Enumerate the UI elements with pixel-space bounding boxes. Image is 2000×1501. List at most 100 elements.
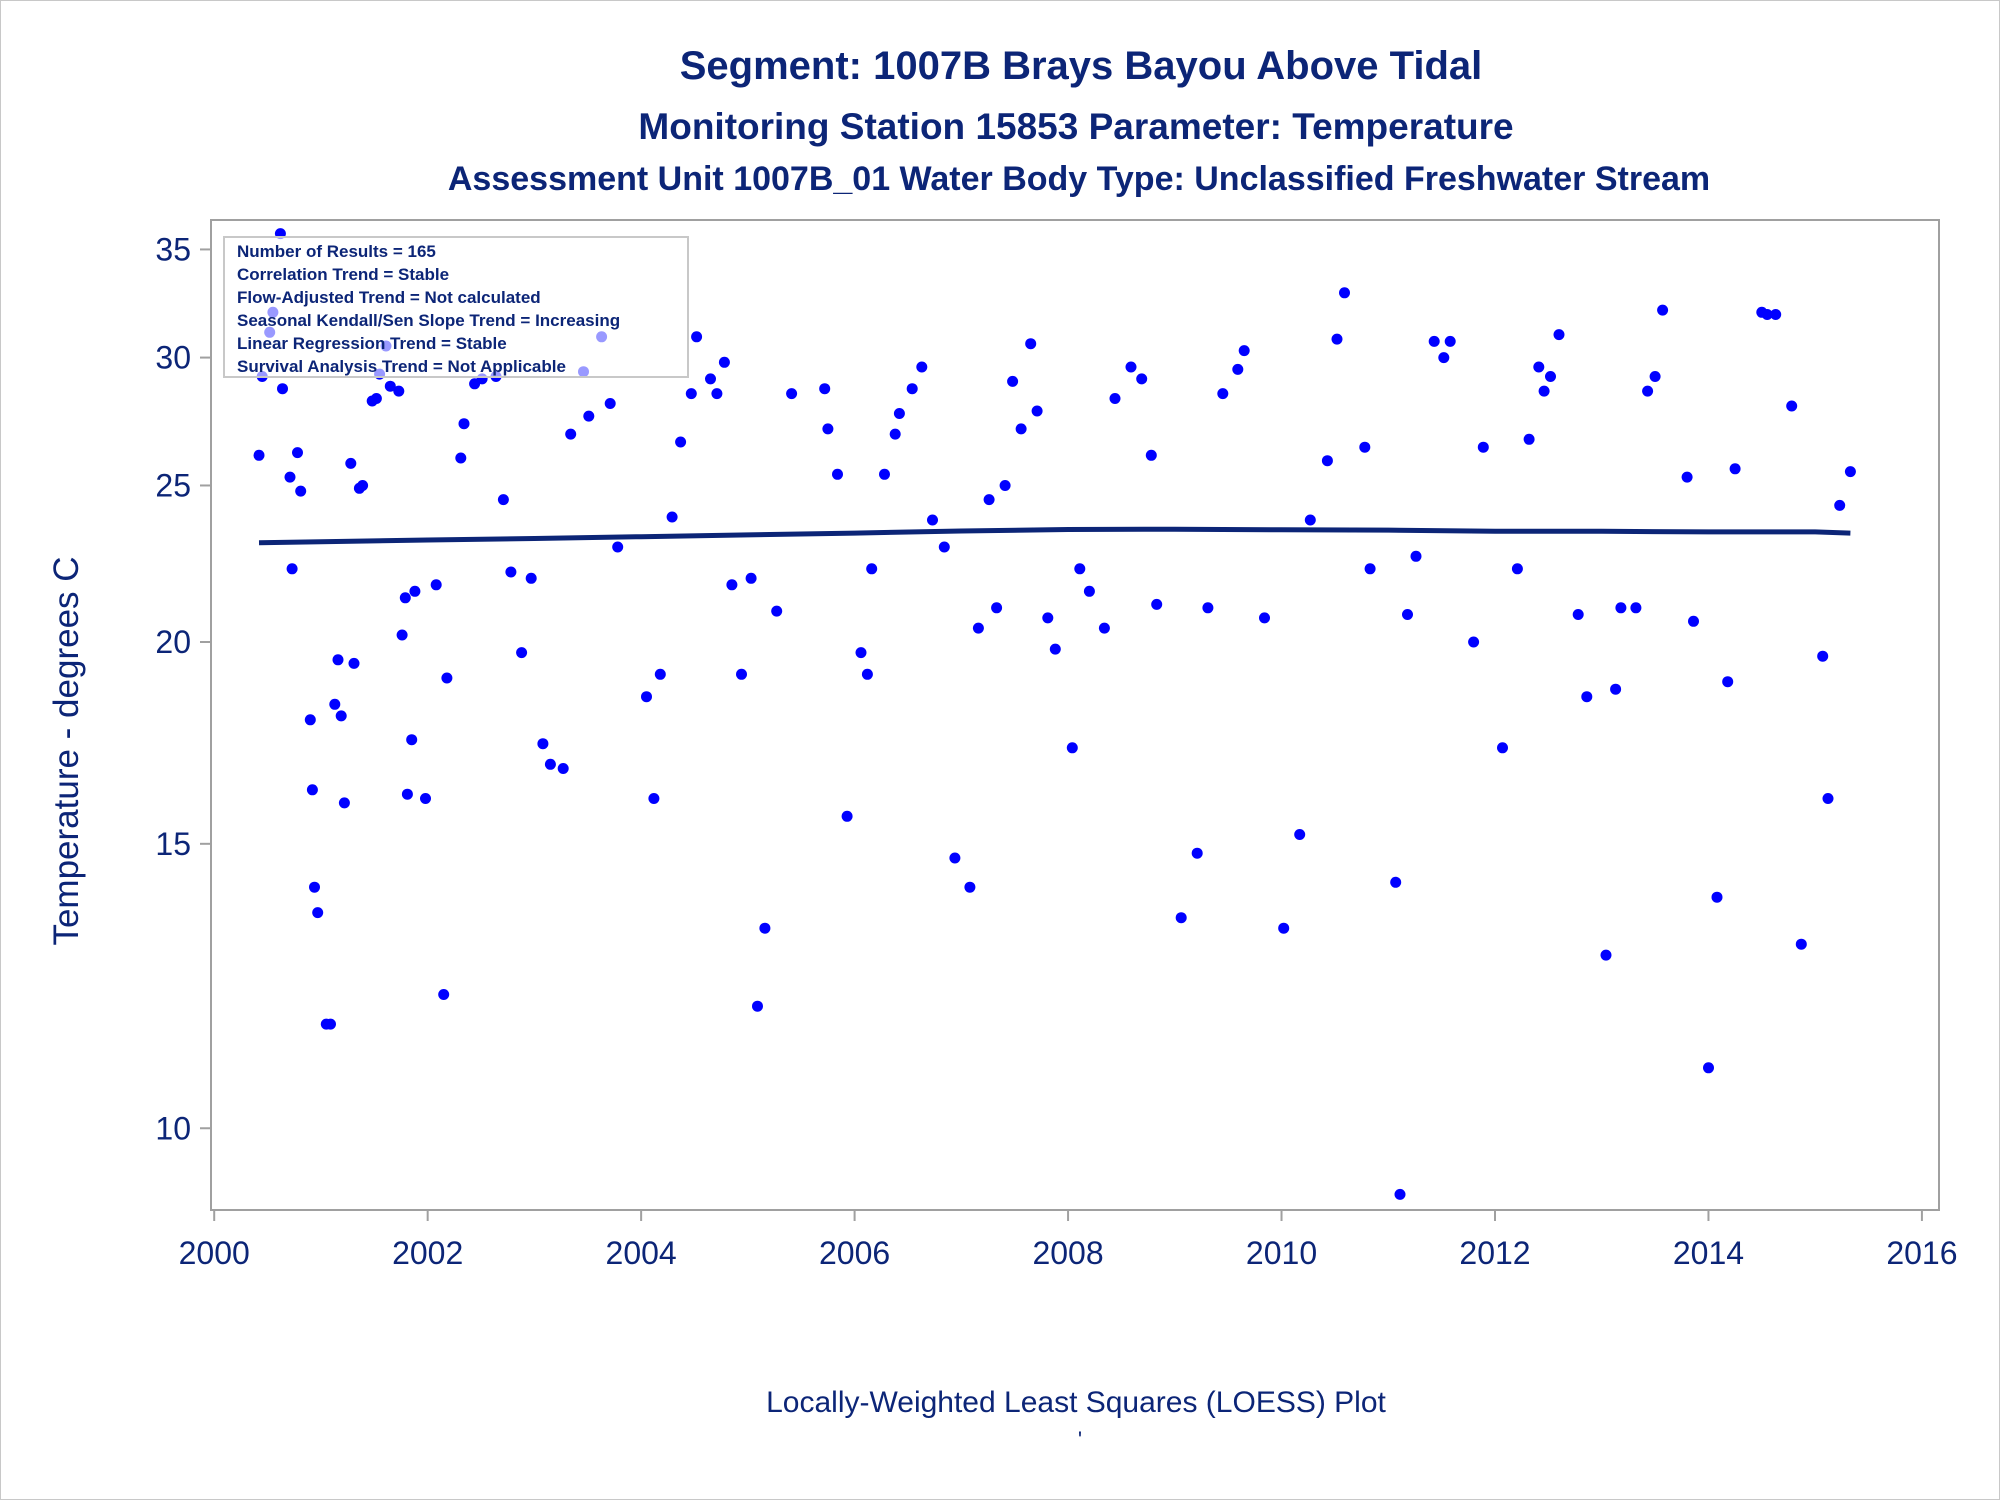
- data-point: [312, 907, 324, 919]
- data-point: [525, 572, 537, 584]
- data-point: [771, 605, 783, 617]
- data-point: [1703, 1062, 1714, 1074]
- x-tick-label: 2016: [1886, 1235, 1957, 1271]
- data-point: [399, 592, 411, 604]
- data-point: [1402, 609, 1413, 620]
- y-axis-label: Temperature - degrees C: [47, 556, 86, 945]
- data-point: [1025, 338, 1037, 350]
- data-point: [1083, 585, 1095, 597]
- data-point: [832, 468, 843, 480]
- data-point: [861, 668, 873, 680]
- data-point: [641, 691, 652, 703]
- data-point: [565, 428, 577, 440]
- data-point: [1109, 393, 1121, 404]
- stats-box-border: [223, 236, 689, 378]
- data-point: [648, 793, 660, 804]
- data-point: [685, 388, 697, 400]
- x-tick-label: 2010: [1246, 1235, 1317, 1271]
- data-point: [329, 698, 341, 710]
- data-point: [1098, 622, 1110, 634]
- data-point: [705, 373, 716, 385]
- data-point: [1331, 333, 1343, 345]
- data-point: [1031, 405, 1043, 417]
- y-tick-label: 35: [155, 231, 191, 267]
- data-point: [406, 734, 418, 746]
- loess-series: [258, 526, 1851, 546]
- data-point: [401, 788, 413, 800]
- data-point: [409, 585, 421, 597]
- data-point: [304, 714, 316, 726]
- data-point: [295, 485, 307, 497]
- plot-area: [210, 219, 1940, 1211]
- data-point: [1468, 636, 1480, 648]
- stats-line-flow-adjusted: Flow-Adjusted Trend = Not calculated: [237, 288, 541, 307]
- data-point: [1390, 876, 1402, 888]
- data-point: [430, 579, 442, 591]
- data-point: [1761, 309, 1773, 320]
- data-point: [1581, 691, 1593, 703]
- data-point: [277, 383, 288, 395]
- data-point: [1444, 335, 1456, 347]
- x-tick-label: 2000: [179, 1235, 250, 1271]
- data-point: [1795, 938, 1807, 950]
- data-point: [544, 758, 556, 770]
- data-point: [759, 922, 771, 934]
- data-point: [1600, 949, 1612, 961]
- data-point: [893, 408, 905, 419]
- data-point: [1321, 455, 1333, 467]
- y-tick-label: 25: [155, 467, 191, 503]
- data-point: [1339, 287, 1350, 299]
- data-point: [325, 1018, 336, 1030]
- data-point: [348, 657, 360, 669]
- data-point: [666, 511, 678, 523]
- data-point: [335, 710, 347, 722]
- x-tick-label: 2014: [1673, 1235, 1744, 1271]
- data-point: [1151, 598, 1163, 610]
- data-point: [284, 471, 296, 483]
- x-tick-label: 2008: [1032, 1235, 1103, 1271]
- data-point: [1238, 345, 1250, 357]
- data-point: [1642, 385, 1654, 397]
- data-point: [286, 563, 298, 575]
- x-tick-label: 2006: [819, 1235, 890, 1271]
- data-point: [889, 428, 901, 440]
- data-point: [345, 457, 357, 469]
- data-point: [612, 541, 624, 553]
- data-point: [1191, 847, 1203, 859]
- data-point: [726, 579, 738, 591]
- data-point: [855, 647, 867, 659]
- data-point: [1145, 449, 1157, 461]
- stats-line-results: Number of Results = 165: [237, 242, 436, 261]
- chart-subtitle: Monitoring Station 15853 Parameter: Temp…: [638, 106, 1513, 147]
- data-point: [1630, 602, 1642, 614]
- data-point: [1523, 433, 1535, 445]
- data-point: [1175, 912, 1187, 924]
- data-point: [384, 380, 396, 392]
- data-point: [1511, 563, 1523, 575]
- data-point: [1364, 563, 1376, 575]
- data-point: [786, 388, 798, 400]
- data-point: [1538, 385, 1550, 397]
- data-point: [675, 436, 687, 448]
- data-point: [1049, 643, 1061, 655]
- data-point: [604, 398, 616, 409]
- chart-title: Segment: 1007B Brays Bayou Above Tidal: [680, 44, 1483, 88]
- data-point: [1649, 371, 1661, 382]
- data-point: [1359, 441, 1371, 453]
- x-tick-label: 2002: [392, 1235, 463, 1271]
- data-point: [736, 668, 747, 680]
- data-point: [752, 1000, 763, 1012]
- data-point: [1259, 612, 1270, 624]
- data-point: [393, 385, 405, 397]
- data-point: [338, 797, 350, 809]
- data-point: [455, 452, 467, 464]
- data-point: [1822, 793, 1834, 804]
- data-point: [711, 388, 723, 400]
- data-point: [1410, 550, 1422, 562]
- data-point: [396, 629, 408, 641]
- data-point: [822, 423, 834, 435]
- data-point: [1136, 373, 1148, 385]
- footnote-mark: ': [1078, 1427, 1082, 1452]
